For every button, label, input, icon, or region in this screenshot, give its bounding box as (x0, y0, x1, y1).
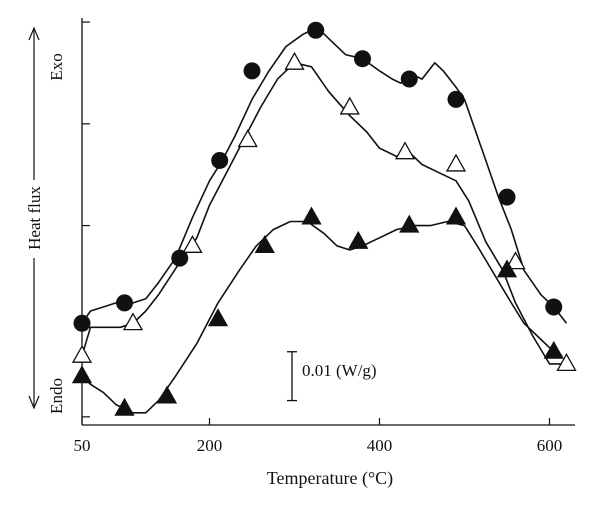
marker-filled-circle-8 (447, 90, 465, 108)
marker-open-triangle-6 (394, 141, 416, 160)
marker-filled-circle-3 (211, 151, 229, 169)
marker-filled-triangle-8 (445, 206, 467, 225)
marker-open-triangle-5 (339, 96, 360, 115)
exo-arrow-head-icon (28, 26, 40, 41)
marker-open-triangle-0 (71, 344, 93, 363)
series-line-1 (81, 62, 567, 365)
marker-filled-triangle-4 (254, 234, 275, 253)
y-axis-label-endo: Endo (47, 378, 66, 414)
scale-bar: 0.01 (W/g) (287, 351, 377, 402)
x-tick-label-600: 600 (537, 436, 563, 455)
marker-filled-circle-9 (498, 188, 516, 206)
marker-filled-circle-7 (400, 70, 418, 88)
y-axis-label-group: Heat flux Exo Endo (25, 26, 66, 414)
endo-arrow-head-icon (28, 395, 40, 410)
marker-open-triangle-4 (284, 51, 305, 70)
marker-filled-triangle-2 (156, 385, 178, 404)
marker-open-triangle-9 (556, 353, 577, 372)
y-axis-label-exo: Exo (47, 53, 66, 80)
marker-open-triangle-1 (122, 312, 144, 331)
marker-filled-circle-10 (545, 298, 563, 316)
x-tick-label-50: 50 (74, 436, 91, 455)
marker-open-triangle-7 (445, 153, 467, 172)
marker-filled-triangle-9 (496, 259, 518, 278)
marker-open-triangle-2 (182, 234, 203, 253)
marker-filled-triangle-1 (114, 397, 135, 416)
marker-filled-triangle-3 (207, 308, 229, 327)
series-lines (81, 29, 568, 414)
marker-filled-circle-5 (307, 21, 325, 39)
marker-filled-triangle-0 (71, 365, 93, 384)
marker-filled-circle-0 (73, 314, 91, 332)
marker-open-triangle-3 (237, 129, 258, 148)
series-markers (71, 21, 577, 416)
x-tick-label-200: 200 (197, 436, 223, 455)
marker-filled-triangle-7 (399, 214, 420, 233)
series-line-2 (81, 220, 563, 414)
y-axis-label: Heat flux (25, 186, 44, 250)
marker-filled-triangle-5 (301, 206, 322, 225)
marker-open-triangle-8 (505, 251, 526, 270)
series-line-0 (81, 29, 568, 324)
x-axis-label: Temperature (°C) (267, 468, 393, 489)
marker-filled-circle-4 (243, 62, 261, 80)
marker-filled-circle-1 (116, 294, 133, 312)
marker-filled-triangle-6 (348, 230, 369, 249)
marker-filled-circle-2 (171, 249, 189, 267)
marker-filled-circle-6 (354, 50, 371, 68)
x-tick-label-400: 400 (367, 436, 393, 455)
x-ticks: 50 200 400 600 (74, 418, 563, 455)
scale-bar-label: 0.01 (W/g) (302, 361, 377, 380)
marker-filled-triangle-10 (543, 340, 564, 359)
